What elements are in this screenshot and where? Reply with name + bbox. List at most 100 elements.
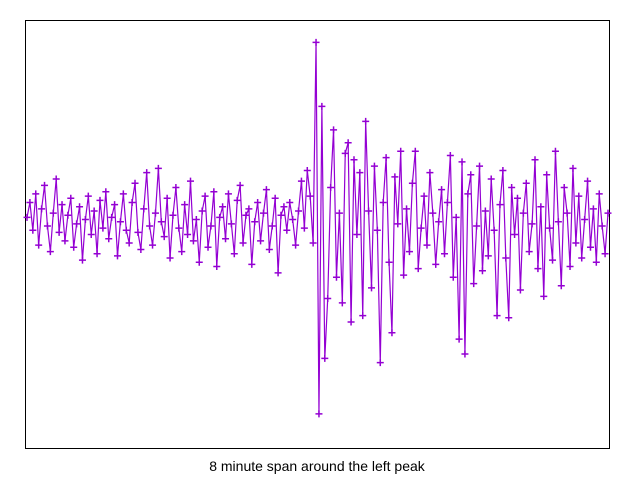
point-marker [569, 164, 577, 172]
point-marker [484, 252, 492, 260]
point-marker [516, 286, 524, 294]
point-marker [584, 177, 592, 185]
point-marker [23, 213, 31, 221]
point-marker [403, 205, 411, 213]
point-marker [537, 203, 545, 211]
point-marker [251, 218, 259, 226]
point-marker [330, 126, 338, 134]
point-marker [29, 226, 37, 234]
point-marker [581, 216, 589, 224]
point-marker [464, 190, 472, 198]
point-marker [172, 184, 180, 192]
point-marker [513, 194, 521, 202]
point-marker [230, 250, 238, 258]
point-marker [595, 190, 603, 198]
point-marker [487, 175, 495, 183]
point-marker [373, 226, 381, 234]
point-marker [429, 209, 437, 217]
point-marker [347, 318, 355, 326]
point-marker [490, 226, 498, 234]
point-marker [551, 147, 559, 155]
point-marker [49, 209, 57, 217]
point-marker [105, 235, 113, 243]
point-marker [274, 269, 282, 277]
point-marker [525, 248, 533, 256]
point-marker [423, 241, 431, 249]
point-marker [499, 166, 507, 174]
point-marker [318, 102, 326, 110]
point-marker [394, 220, 402, 228]
point-marker [166, 254, 174, 262]
point-marker [405, 248, 413, 256]
point-marker [563, 209, 571, 217]
point-marker [157, 218, 165, 226]
point-marker [604, 209, 612, 217]
point-marker [297, 177, 305, 185]
point-marker [508, 184, 516, 192]
point-marker [81, 216, 89, 224]
point-marker [140, 205, 148, 213]
point-marker [108, 213, 116, 221]
point-marker [146, 222, 154, 230]
point-marker [160, 233, 168, 241]
point-marker [99, 224, 107, 232]
point-marker [350, 156, 358, 164]
point-marker [189, 237, 197, 245]
point-marker [236, 181, 244, 189]
point-marker [303, 166, 311, 174]
point-marker [592, 258, 600, 266]
point-marker [461, 350, 469, 358]
point-marker [137, 245, 145, 253]
point-marker [540, 292, 548, 300]
point-marker [93, 250, 101, 258]
point-marker [531, 156, 539, 164]
point-marker [26, 198, 34, 206]
point-marker [143, 169, 151, 177]
point-marker [554, 218, 562, 226]
point-marker [119, 190, 127, 198]
point-marker [391, 173, 399, 181]
point-marker [125, 239, 133, 247]
point-marker [446, 152, 454, 160]
point-marker [327, 184, 335, 192]
point-marker [435, 218, 443, 226]
point-marker [41, 181, 49, 189]
point-marker [388, 329, 396, 337]
point-marker [452, 213, 460, 221]
point-marker [315, 410, 323, 418]
point-marker [353, 231, 361, 238]
point-marker [262, 186, 270, 194]
point-marker [213, 263, 221, 271]
point-marker [300, 224, 308, 232]
point-marker [443, 198, 451, 206]
point-marker [414, 265, 422, 273]
point-marker [441, 250, 449, 258]
point-marker [312, 38, 320, 46]
point-marker [271, 194, 279, 202]
point-marker [365, 207, 373, 215]
point-marker [370, 162, 378, 170]
point-marker [522, 179, 530, 187]
point-marker [219, 203, 227, 211]
point-marker [543, 171, 551, 179]
point-marker [78, 256, 86, 264]
point-marker [52, 175, 60, 183]
point-marker [470, 280, 478, 288]
point-marker [572, 239, 580, 247]
point-marker [376, 359, 384, 367]
point-marker [233, 196, 241, 204]
point-marker [87, 231, 95, 238]
point-marker [259, 209, 267, 217]
point-marker [280, 203, 288, 211]
point-marker [96, 196, 104, 204]
point-marker [245, 205, 253, 213]
point-marker [309, 239, 317, 247]
point-marker [502, 254, 510, 262]
point-marker [201, 192, 209, 200]
point-marker [379, 198, 387, 206]
point-marker [67, 194, 75, 202]
point-marker [382, 154, 390, 162]
point-marker [35, 241, 43, 249]
point-marker [589, 205, 597, 213]
